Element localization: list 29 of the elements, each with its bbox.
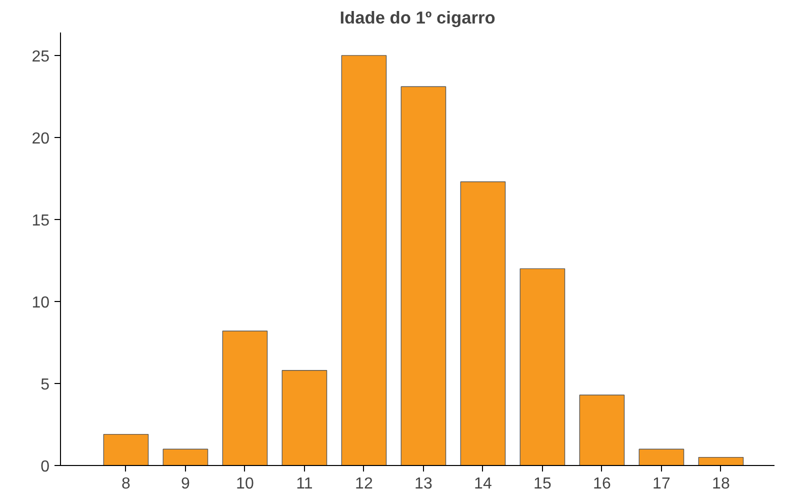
bar xyxy=(341,55,387,466)
x-tick-label: 18 xyxy=(712,476,730,491)
x-tick-label: 12 xyxy=(355,476,373,491)
bar xyxy=(520,268,566,466)
x-tick-label: 10 xyxy=(236,476,254,491)
x-tick-label: 9 xyxy=(181,476,190,491)
bar xyxy=(222,330,268,466)
x-tick-label: 16 xyxy=(593,476,611,491)
x-tick-label: 13 xyxy=(414,476,432,491)
y-tick-label: 20 xyxy=(32,130,50,148)
bar xyxy=(282,370,328,466)
y-tick-label: 5 xyxy=(40,376,50,394)
bar xyxy=(460,181,506,466)
y-tick-label: 10 xyxy=(32,294,50,312)
bar xyxy=(103,434,149,466)
x-tick-label: 17 xyxy=(652,476,670,491)
y-tick-label: 0 xyxy=(40,458,50,476)
bar xyxy=(638,448,684,466)
x-tick-label: 8 xyxy=(122,476,130,491)
chart-title: Idade do 1º cigarro xyxy=(340,8,496,28)
x-tick-label: 11 xyxy=(296,476,313,491)
bar xyxy=(579,394,625,466)
x-tick-label: 14 xyxy=(474,476,492,491)
x-tick-label: 15 xyxy=(534,476,552,491)
y-tick-label: 25 xyxy=(32,48,50,66)
bar xyxy=(400,86,446,466)
bar xyxy=(162,448,208,466)
bar xyxy=(698,456,744,466)
y-tick-label: 15 xyxy=(32,212,50,230)
